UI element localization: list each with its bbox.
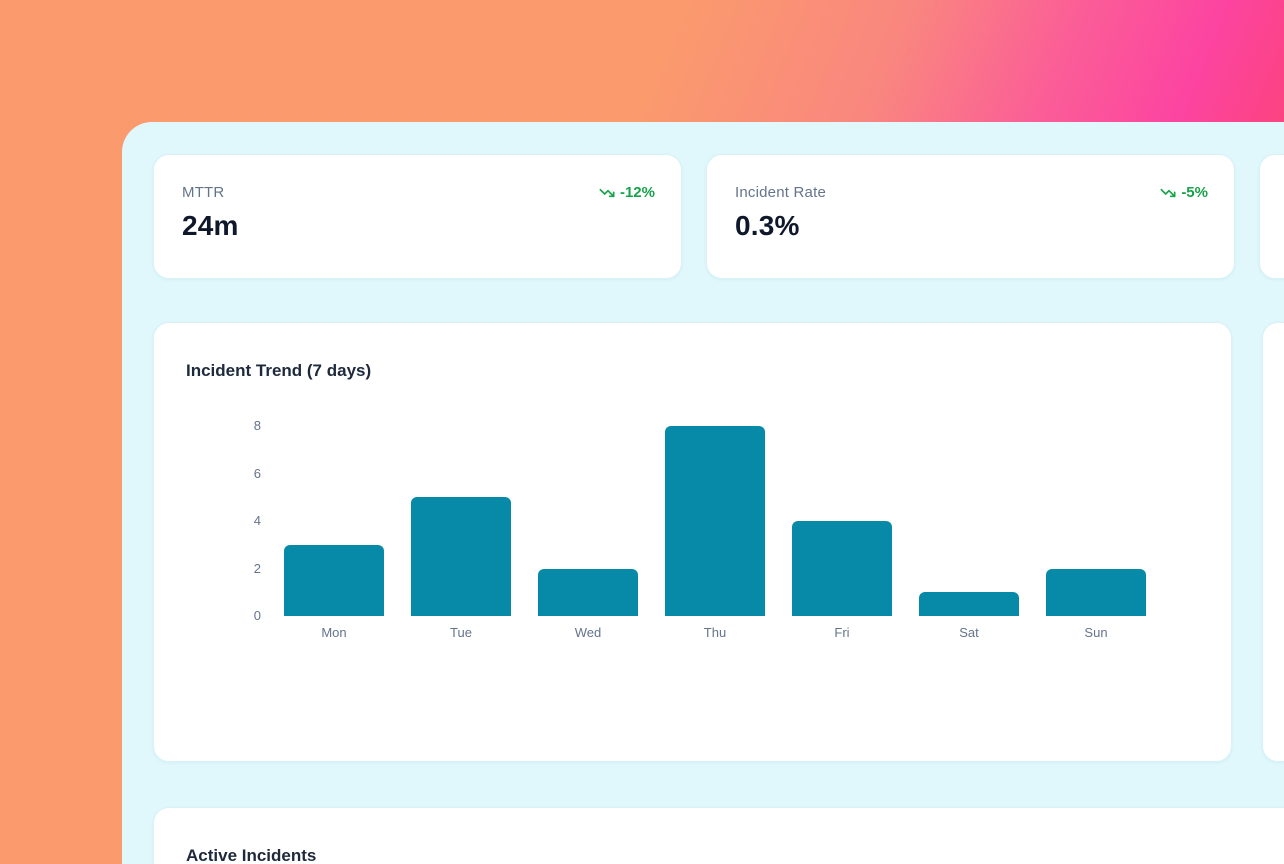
chart-card-cutoff	[1262, 322, 1284, 762]
x-tick-label: Mon	[321, 625, 347, 640]
x-tick-label: Fri	[834, 625, 850, 640]
stat-delta-value: -12%	[619, 184, 655, 201]
bar-wed[interactable]	[538, 568, 638, 616]
bar-mon[interactable]	[284, 544, 384, 616]
incident-trend-chart-card: Incident Trend (7 days) 0 2 4 6 8 Mon Tue Wed T…	[153, 322, 1232, 762]
x-tick-label: Tue	[450, 625, 472, 640]
y-tick-label: 6	[253, 465, 261, 481]
stat-label: MTTR	[182, 184, 225, 201]
x-tick-label: Wed	[574, 625, 602, 640]
x-tick-label: Thu	[703, 625, 727, 640]
stat-delta-value: -5%	[1181, 184, 1208, 201]
stat-delta: -12%	[599, 183, 655, 203]
x-tick-label: Sat	[959, 625, 979, 640]
stat-label: Incident Rate	[735, 184, 826, 201]
trending-down-icon	[1160, 185, 1176, 201]
dashboard-panel: MTTR 24m -12% Incident Rate 0.3%	[122, 122, 1284, 864]
bar-tue[interactable]	[411, 497, 511, 616]
y-tick-label: 0	[253, 608, 261, 623]
charts-row: Incident Trend (7 days) 0 2 4 6 8 Mon Tue Wed T…	[153, 322, 1284, 762]
stat-value: 0.3%	[735, 210, 800, 241]
trending-down-icon	[599, 185, 615, 201]
chart-title: Incident Trend (7 days)	[186, 361, 372, 380]
chart-plot	[284, 421, 1146, 616]
stat-card-cutoff	[1259, 154, 1284, 279]
bar-thu[interactable]	[665, 426, 765, 616]
y-tick-label: 4	[253, 513, 261, 528]
chart-plot-wrapper: 0 2 4 6 8	[184, 418, 1201, 623]
chart-x-axis: Mon Tue Wed Thu Fri Sat Sun	[284, 624, 1146, 642]
bar-sat[interactable]	[919, 592, 1019, 616]
x-tick-label: Sun	[1084, 625, 1108, 640]
stat-card-mttr: MTTR 24m -12%	[153, 154, 682, 279]
y-tick-label: 8	[253, 418, 261, 433]
bar-sun[interactable]	[1046, 568, 1146, 616]
y-tick-label: 2	[253, 560, 261, 576]
stats-row: MTTR 24m -12% Incident Rate 0.3%	[153, 154, 1284, 279]
chart-y-axis: 0 2 4 6 8	[184, 418, 284, 623]
stat-delta: -5%	[1160, 183, 1208, 203]
active-incidents-card: Active Incidents	[153, 807, 1284, 864]
stat-card-incident-rate: Incident Rate 0.3% -5%	[706, 154, 1235, 279]
bar-chart: 0 2 4 6 8 Mon Tue Wed Thu Fri Sat Sun	[184, 418, 1201, 642]
active-incidents-title: Active Incidents	[186, 846, 317, 864]
stat-value: 24m	[182, 210, 239, 241]
bar-fri[interactable]	[792, 521, 892, 616]
dashboard-content: MTTR 24m -12% Incident Rate 0.3%	[153, 154, 1284, 864]
